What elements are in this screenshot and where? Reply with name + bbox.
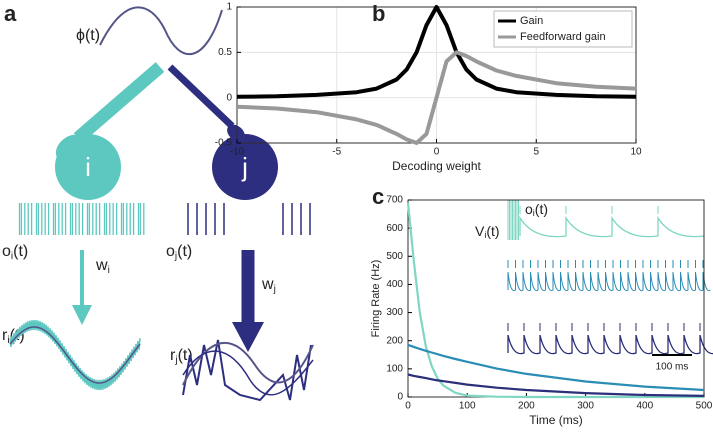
inset-traces bbox=[507, 200, 713, 355]
y-tick-label: 1 bbox=[226, 2, 232, 13]
neuron-label: j bbox=[241, 152, 248, 182]
voltage-trace bbox=[507, 334, 713, 355]
x-tick-label: 5 bbox=[533, 147, 539, 158]
x-tick-label: 400 bbox=[636, 401, 653, 412]
output-label: oi(t) bbox=[2, 243, 28, 261]
spike-rasters bbox=[18, 203, 311, 235]
panel-label: b bbox=[372, 1, 385, 26]
x-tick-label: 300 bbox=[577, 401, 594, 412]
neuron bbox=[212, 134, 278, 200]
target bbox=[9, 326, 141, 384]
y-tick-label: 500 bbox=[386, 251, 403, 262]
arrowhead bbox=[72, 305, 92, 325]
x-tick-label: -5 bbox=[332, 147, 341, 158]
legend-label: Gain bbox=[520, 15, 543, 27]
panel-label: a bbox=[4, 1, 17, 26]
x-axis-label: Time (ms) bbox=[529, 413, 583, 427]
y-tick-label: 600 bbox=[386, 223, 403, 234]
y-tick-label: 0.5 bbox=[218, 47, 232, 58]
target bbox=[182, 342, 314, 386]
phi-label: ϕ(t) bbox=[76, 27, 100, 44]
voltage-trace bbox=[519, 215, 705, 238]
x-tick-label: 100 bbox=[459, 401, 476, 412]
x-axis-label: Decoding weight bbox=[392, 159, 481, 173]
output-label: oj(t) bbox=[166, 243, 192, 261]
series-line bbox=[407, 373, 705, 397]
arrowhead bbox=[232, 322, 264, 352]
phi-curve bbox=[99, 6, 223, 56]
y-tick-label: 300 bbox=[386, 307, 403, 318]
inset-label: oi(t) bbox=[525, 201, 548, 219]
legend-box bbox=[493, 10, 633, 48]
target bbox=[182, 350, 314, 396]
y-tick-label: 0 bbox=[226, 92, 232, 103]
weight-label: wj bbox=[261, 276, 276, 294]
x-tick-label: -10 bbox=[230, 147, 245, 158]
panel-label: c bbox=[372, 184, 384, 209]
readout bbox=[9, 319, 141, 391]
readout bbox=[182, 339, 312, 402]
y-tick-label: 0 bbox=[397, 392, 403, 403]
y-tick-label: 700 bbox=[386, 195, 403, 206]
neuron bbox=[55, 134, 121, 200]
voltage-trace bbox=[507, 271, 711, 292]
y-tick-label: 200 bbox=[386, 335, 403, 346]
series-line bbox=[406, 202, 704, 399]
inset-label: Vi(t) bbox=[475, 223, 500, 241]
series-line bbox=[236, 50, 637, 145]
legend-label: Feedforward gain bbox=[520, 31, 606, 43]
x-tick-label: 0 bbox=[434, 147, 440, 158]
axon bbox=[73, 62, 165, 143]
scale-label: 100 ms bbox=[656, 362, 689, 373]
x-tick-label: 500 bbox=[696, 401, 713, 412]
x-tick-label: 10 bbox=[630, 147, 642, 158]
readout-traces bbox=[9, 319, 314, 402]
x-tick-label: 0 bbox=[405, 401, 411, 412]
y-tick-label: 400 bbox=[386, 279, 403, 290]
series-line bbox=[236, 5, 637, 99]
y-tick-label: -0.5 bbox=[215, 138, 233, 149]
x-tick-label: 200 bbox=[518, 401, 535, 412]
weight-label: wi bbox=[95, 257, 110, 275]
y-axis-label: Firing Rate (Hz) bbox=[370, 260, 382, 338]
y-tick-label: 100 bbox=[386, 363, 403, 374]
axon bbox=[167, 64, 235, 129]
neuron-label: i bbox=[85, 152, 91, 182]
series-line bbox=[407, 343, 705, 392]
